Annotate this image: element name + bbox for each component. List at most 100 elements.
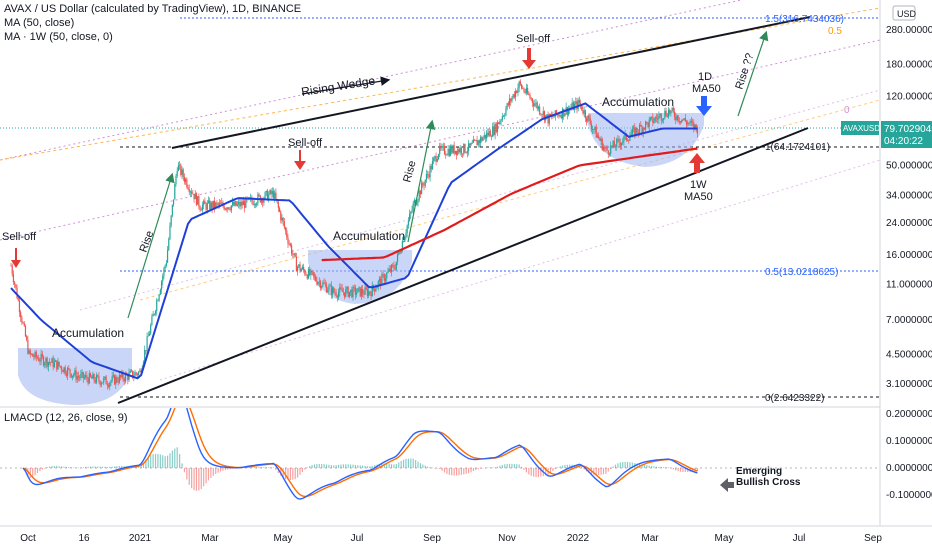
candle-body bbox=[645, 121, 647, 130]
candle-body bbox=[594, 126, 596, 130]
candle-body bbox=[101, 382, 104, 384]
candle-body bbox=[667, 109, 670, 117]
fib-channel-line-mid bbox=[79, 89, 880, 311]
candle-body bbox=[422, 182, 424, 186]
macd-histogram-bar bbox=[316, 464, 318, 468]
candle-body bbox=[441, 146, 443, 149]
candle-body bbox=[38, 358, 40, 362]
candle-body bbox=[505, 108, 507, 116]
candle-body bbox=[475, 140, 477, 141]
candle-body bbox=[583, 110, 585, 114]
macd-histogram-bar bbox=[203, 468, 205, 487]
candle-body bbox=[416, 202, 418, 206]
candle-body bbox=[619, 142, 621, 146]
candle-body bbox=[57, 361, 59, 370]
candle-body bbox=[172, 199, 175, 205]
candle-body bbox=[455, 150, 458, 155]
macd-histogram-bar bbox=[465, 468, 467, 474]
macd-histogram-bar bbox=[472, 468, 475, 472]
candle-body bbox=[636, 128, 638, 133]
candle-body bbox=[77, 376, 80, 378]
macd-histogram-bar bbox=[157, 453, 159, 468]
macd-histogram-bar bbox=[663, 467, 665, 468]
candle-body bbox=[228, 207, 230, 210]
macd-histogram-bar bbox=[191, 468, 193, 489]
ma1w-up-arrow bbox=[689, 153, 705, 173]
macd-histogram-bar bbox=[366, 466, 369, 468]
candle-body bbox=[230, 205, 232, 211]
candle-body bbox=[278, 207, 281, 212]
candle-body bbox=[679, 121, 682, 123]
candle-body bbox=[185, 179, 187, 182]
macd-histogram-bar bbox=[393, 464, 395, 468]
candle-body bbox=[393, 265, 395, 269]
candle-body bbox=[648, 119, 650, 127]
candle-body bbox=[666, 115, 668, 117]
candle-body bbox=[86, 375, 88, 379]
candle-body bbox=[312, 272, 314, 276]
macd-histogram-bar bbox=[147, 456, 149, 468]
candle-body bbox=[586, 118, 588, 122]
macd-histogram-bar bbox=[557, 467, 559, 468]
candle-body bbox=[241, 201, 243, 206]
macd-histogram-bar bbox=[390, 464, 393, 468]
macd-histogram-bar bbox=[222, 468, 224, 471]
currency-badge[interactable] bbox=[892, 5, 916, 21]
candle-body bbox=[358, 287, 360, 289]
candle-body bbox=[148, 333, 151, 336]
macd-histogram-bar bbox=[511, 463, 513, 468]
candle-body bbox=[589, 118, 591, 125]
candle-body bbox=[218, 202, 220, 205]
candle-body bbox=[341, 288, 343, 292]
candle-body bbox=[629, 136, 631, 141]
macd-histogram-bar bbox=[622, 461, 624, 468]
macd-tick-label: -0.1000000 bbox=[886, 490, 932, 501]
candle-body bbox=[345, 289, 347, 297]
candle-body bbox=[482, 137, 484, 141]
macd-histogram-bar bbox=[552, 468, 554, 471]
candle-body bbox=[17, 298, 19, 301]
candle-body bbox=[446, 154, 448, 156]
candle-body bbox=[52, 358, 54, 368]
macd-histogram-bar bbox=[605, 468, 607, 474]
macd-histogram-bar bbox=[362, 465, 364, 468]
candle-body bbox=[98, 376, 100, 381]
candle-body bbox=[537, 106, 540, 109]
macd-histogram-bar bbox=[653, 466, 655, 468]
macd-histogram-bar bbox=[378, 464, 381, 468]
candle-body bbox=[641, 126, 643, 133]
macd-histogram-bar bbox=[212, 468, 214, 476]
macd-histogram-bar bbox=[533, 468, 535, 477]
candle-body bbox=[221, 202, 223, 204]
macd-histogram-bar bbox=[313, 464, 316, 468]
macd-histogram-bar bbox=[530, 468, 532, 476]
candle-body bbox=[104, 376, 106, 379]
candle-body bbox=[427, 174, 429, 175]
candle-body bbox=[51, 358, 53, 363]
macd-axis[interactable]: 0.2000000 0.1000000 0.0000000 -0.1000000 bbox=[886, 409, 932, 501]
macd-histogram-bar bbox=[82, 467, 84, 468]
candle-body bbox=[120, 375, 122, 378]
macd-histogram-bar bbox=[121, 465, 123, 468]
candle-body bbox=[687, 122, 689, 125]
candle-body bbox=[118, 375, 120, 383]
candle-body bbox=[111, 376, 113, 381]
candle-body bbox=[212, 200, 214, 209]
candle-body bbox=[164, 265, 166, 269]
candle-body bbox=[433, 158, 435, 162]
candle-body bbox=[227, 207, 229, 210]
candle-body bbox=[596, 135, 599, 138]
candle-body bbox=[468, 143, 470, 152]
candle-body bbox=[357, 288, 359, 293]
currency-label: USD bbox=[897, 9, 917, 19]
macd-histogram-bar bbox=[44, 468, 46, 469]
candle-body bbox=[600, 138, 602, 141]
macd-histogram-bar bbox=[535, 468, 537, 477]
candle-body bbox=[571, 102, 573, 108]
macd-histogram-bar bbox=[598, 468, 600, 475]
time-axis[interactable]: Oct 16 2021 Mar May Jul Sep Nov 2022 Mar May Jul Sep bbox=[20, 533, 882, 544]
candle-body bbox=[421, 182, 423, 195]
candle-body bbox=[471, 142, 473, 144]
macd-histogram-bar bbox=[679, 468, 682, 472]
price-axis[interactable]: 280.0000000180.0000000120.000000080.0000… bbox=[886, 25, 932, 390]
